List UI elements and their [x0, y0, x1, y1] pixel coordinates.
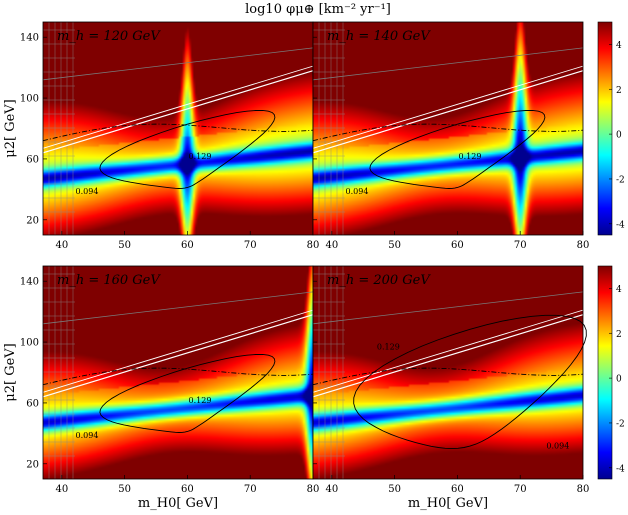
- panel-label: m_h = 140 GeV: [327, 29, 431, 44]
- colorbar-2: -4 -2 0 2 4: [597, 265, 625, 480]
- contour-label: 0.129: [377, 343, 400, 352]
- y-tick-label: 60: [26, 398, 39, 409]
- x-tick-label: 70: [244, 240, 257, 251]
- y-axis-label: μ2[ GeV]: [3, 343, 18, 401]
- relic-contour-loop: [353, 314, 587, 450]
- x-tick-label: 70: [244, 484, 257, 495]
- y-tick-label: 20: [26, 215, 39, 226]
- white-bound-line: [312, 309, 584, 393]
- white-bound-line: [312, 70, 584, 154]
- colorbar-tick-label: 2: [616, 86, 622, 96]
- colorbar-tick-label: 2: [616, 330, 622, 340]
- panel-1: 0.129 0.094 40 50 60 70 80 20 60 100 140 m_h = 120 …: [3, 21, 320, 251]
- panel-2: 0.129 0.094 40 50 60 70 80 m_h = 140 GeV: [312, 21, 590, 251]
- colorbar-gradient: [597, 21, 613, 236]
- x-tick-label: 80: [577, 484, 590, 495]
- colorbar-tick-label: 0: [616, 131, 622, 141]
- heatmap-2: [313, 22, 583, 235]
- panel-label: m_h = 200 GeV: [327, 273, 431, 288]
- relic-contour-loop: [99, 353, 276, 433]
- y-tick-label: 140: [20, 277, 39, 288]
- contour-label: 0.094: [76, 187, 99, 196]
- figure-title: log10 φμ⊕ [km⁻² yr⁻¹]: [245, 2, 391, 17]
- contour-label: 0.129: [189, 152, 212, 161]
- x-tick-label: 40: [55, 484, 68, 495]
- x-tick-label: 60: [181, 484, 194, 495]
- panel-3: 0.129 0.094 40 50 60 70 80 20 60 100 140 m_h = 160 …: [3, 265, 320, 511]
- x-tick-label: 80: [577, 240, 590, 251]
- x-tick-label: 80: [307, 484, 320, 495]
- exclusion-hatch: [313, 22, 345, 235]
- panel-4: 0.094 0.129 40 50 60 70 80 m_h = 200 GeV m_H0[ G…: [312, 265, 590, 511]
- x-tick-label: 70: [514, 240, 527, 251]
- heatmap-4: [313, 266, 583, 479]
- exclusion-boundary: [42, 291, 314, 325]
- exclusion-boundary: [312, 47, 584, 81]
- heatmap-1: [43, 22, 313, 235]
- contour-label: 0.094: [76, 431, 99, 440]
- exclusion-hatch: [43, 266, 75, 479]
- exclusion-hatch: [43, 22, 75, 235]
- colorbar-tick-label: -4: [616, 220, 625, 230]
- x-tick-label: 40: [55, 240, 68, 251]
- x-axis-label: m_H0[ GeV]: [138, 496, 218, 511]
- y-tick-label: 100: [20, 338, 39, 349]
- y-axis-label: μ2[ GeV]: [3, 99, 18, 157]
- y-tick-label: 140: [20, 33, 39, 44]
- x-tick-label: 60: [181, 240, 194, 251]
- x-tick-label: 80: [307, 240, 320, 251]
- colorbar-tick-label: -2: [616, 419, 625, 429]
- x-tick-label: 50: [388, 484, 401, 495]
- x-tick-label: 50: [388, 240, 401, 251]
- x-tick-label: 70: [514, 484, 527, 495]
- colorbar-1: -4 -2 0 2 4: [597, 21, 625, 236]
- exclusion-boundary: [312, 291, 584, 325]
- colorbar-tick-label: 4: [616, 285, 622, 295]
- contour-label: 0.129: [189, 396, 212, 405]
- x-tick-label: 60: [451, 484, 464, 495]
- contour-label: 0.094: [546, 442, 569, 451]
- x-tick-label: 60: [451, 240, 464, 251]
- y-tick-label: 60: [26, 154, 39, 165]
- white-bound-line: [42, 70, 314, 154]
- x-tick-label: 40: [325, 240, 338, 251]
- colorbar-tick-label: 0: [616, 375, 622, 385]
- relic-contour-loop: [369, 109, 546, 189]
- white-bound-line: [312, 314, 584, 398]
- plot-frame: [312, 21, 584, 236]
- panel-label: m_h = 120 GeV: [57, 29, 161, 44]
- colorbar-tick-label: -4: [616, 464, 625, 474]
- colorbar-gradient: [597, 265, 613, 480]
- x-tick-label: 50: [118, 484, 131, 495]
- colorbar-tick-label: 4: [616, 41, 622, 51]
- x-axis-label: m_H0[ GeV]: [408, 496, 488, 511]
- contour-label: 0.129: [459, 152, 482, 161]
- x-tick-label: 40: [325, 484, 338, 495]
- white-bound-line: [42, 65, 314, 149]
- heatmap-3: [43, 266, 313, 479]
- exclusion-hatch: [313, 266, 345, 479]
- x-tick-label: 50: [118, 240, 131, 251]
- colorbar-tick-label: -2: [616, 175, 625, 185]
- white-bound-line: [42, 314, 314, 398]
- white-bound-line: [312, 65, 584, 149]
- contour-label: 0.094: [346, 187, 369, 196]
- y-tick-label: 20: [26, 459, 39, 470]
- y-tick-label: 100: [20, 94, 39, 105]
- relic-contour-loop: [99, 109, 276, 189]
- panel-label: m_h = 160 GeV: [57, 273, 161, 288]
- exclusion-boundary: [42, 47, 314, 81]
- white-bound-line: [42, 309, 314, 393]
- plot-frame: [312, 265, 584, 480]
